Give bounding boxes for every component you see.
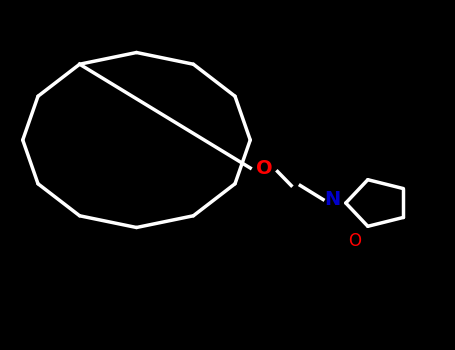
Text: N: N xyxy=(324,190,340,209)
Text: O: O xyxy=(349,232,361,251)
Text: O: O xyxy=(256,159,272,177)
